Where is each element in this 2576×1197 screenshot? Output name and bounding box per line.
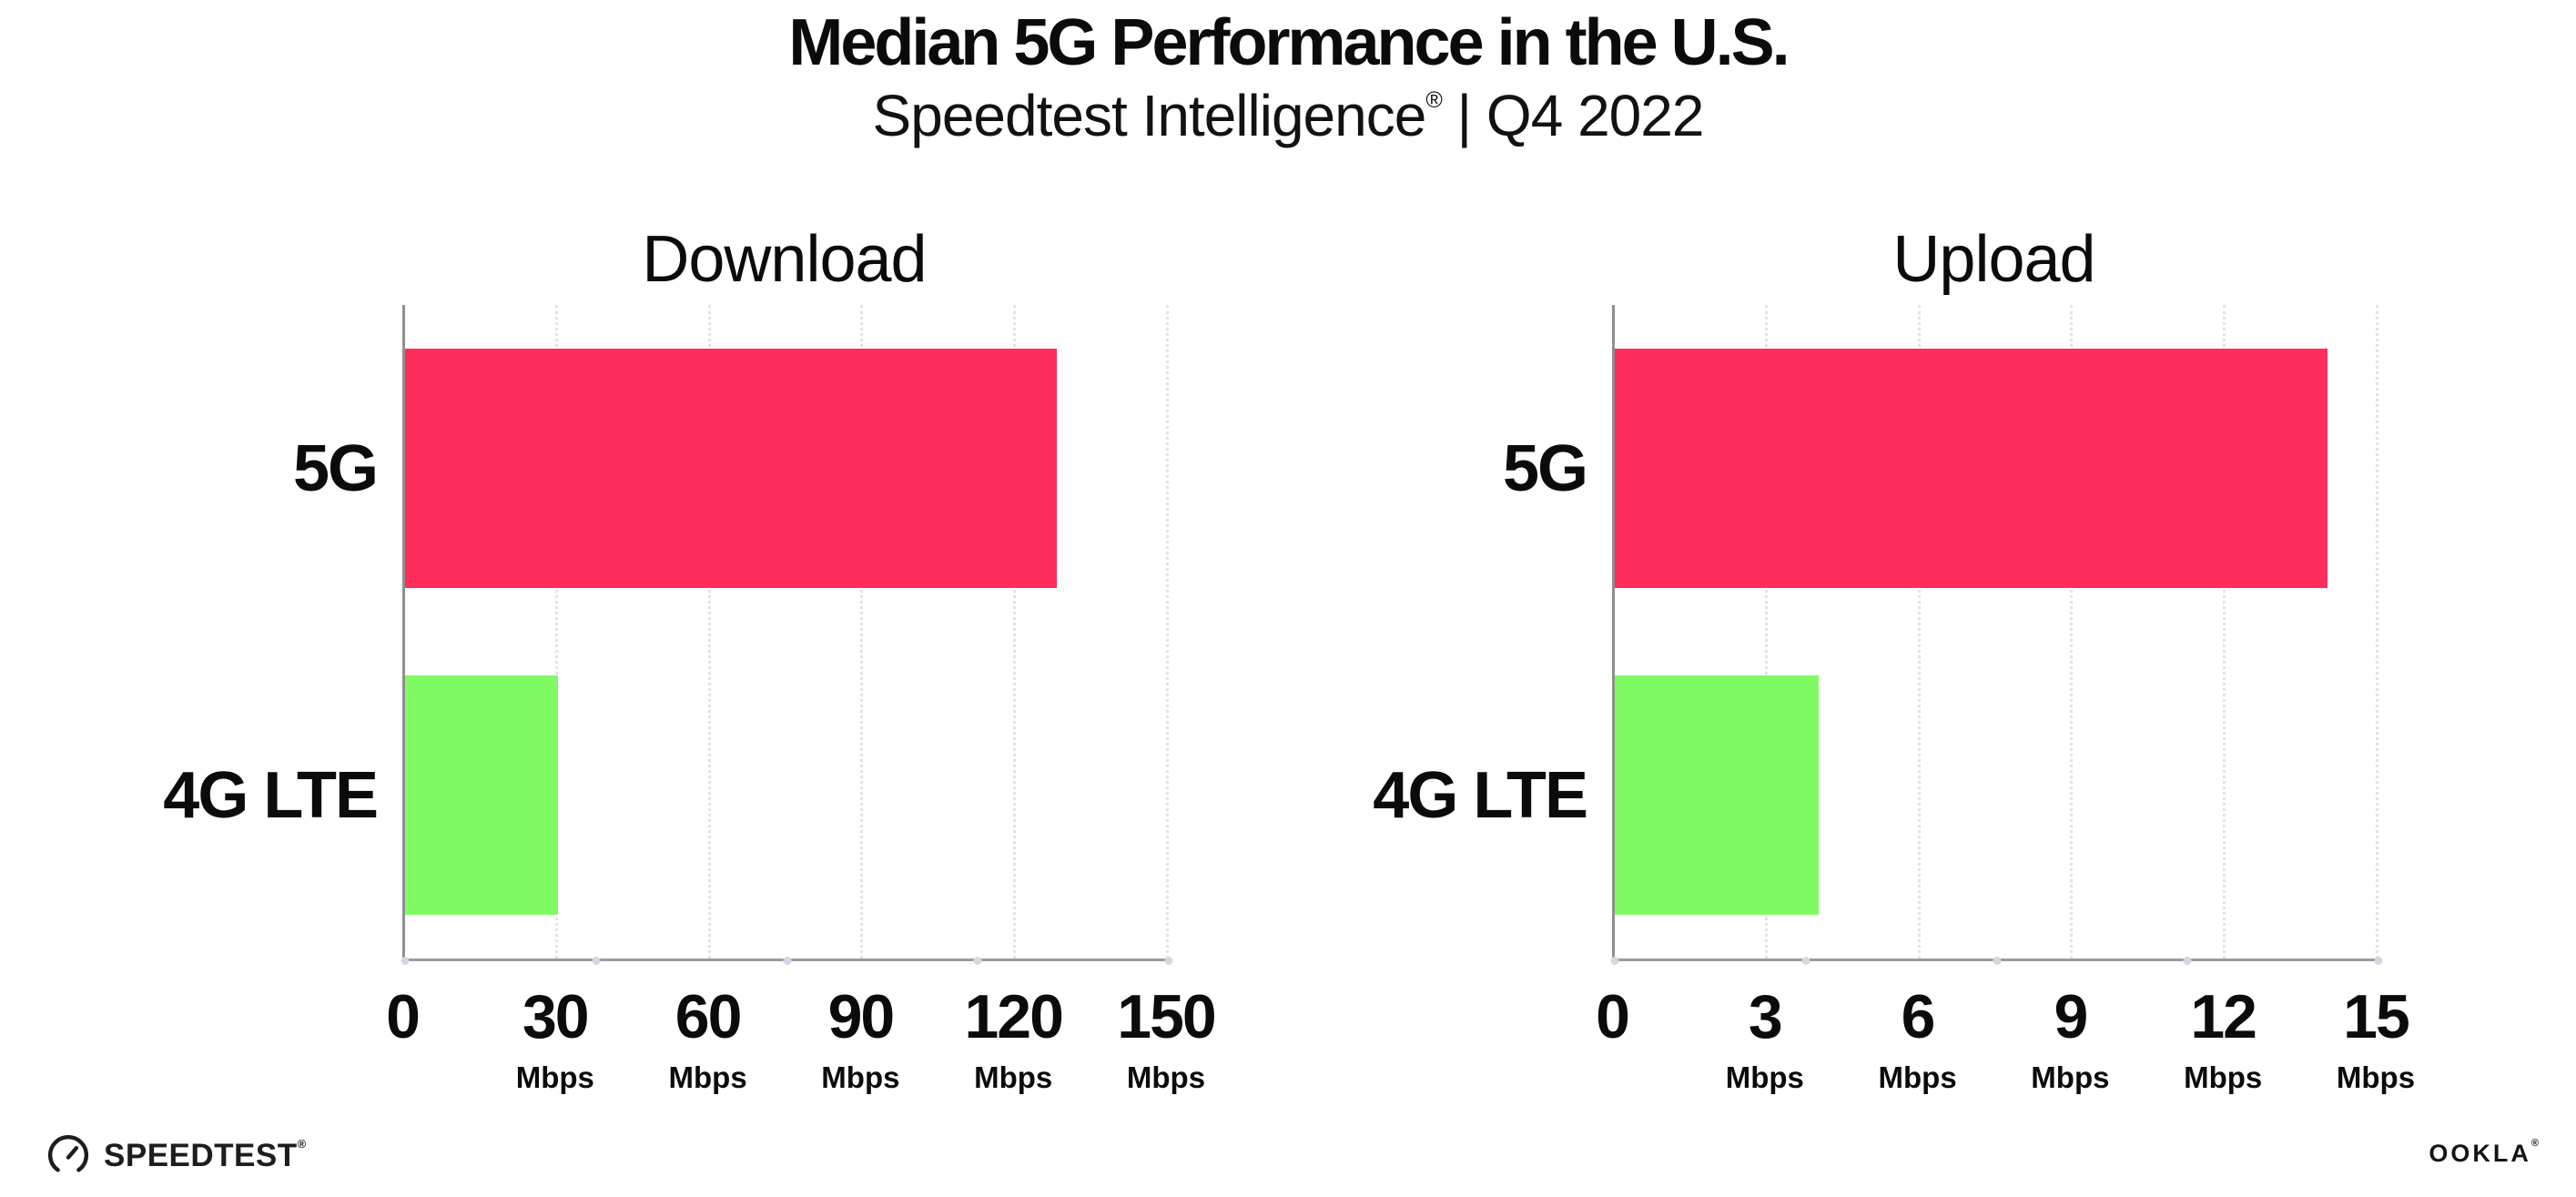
x-tick-value: 12 [2190,982,2257,1051]
x-tick-unit: Mbps [2031,1060,2110,1094]
x-tick-9: 9 Mbps [2031,986,2109,1092]
axis-tick-dot [973,957,982,965]
bar-4g-lte [405,675,558,915]
x-tick-value: 30 [522,982,590,1051]
x-tick-120: 120 Mbps [964,982,1063,1094]
gridline-6-mbps [1917,305,1921,959]
category-label-4g-lte: 4G LTE [1373,758,1588,832]
category-label-5g: 5G [1502,431,1588,505]
x-tick-0: 0 [386,982,421,1051]
subtitle-brand: Speedtest Intelligence [872,82,1427,148]
chart-title-download: Download [642,223,927,296]
page-title: Median 5G Performance in the U.S. [788,6,1790,79]
x-tick-unit: Mbps [1878,1060,1957,1094]
x-tick-unit: Mbps [515,1060,594,1094]
x-tick-value: 150 [1117,982,1216,1051]
x-tick-value: 3 [1748,982,1783,1051]
x-tick-90: 90 Mbps [821,986,899,1092]
axis-tick-dot [401,957,410,965]
gridline-120-mbps [1013,305,1017,959]
subtitle-period: | Q4 2022 [1441,82,1705,148]
speedtest-gauge-icon [47,1134,89,1176]
axis-tick-dot [592,957,601,965]
gridline-30-mbps [554,305,558,959]
x-tick-value: 15 [2343,982,2410,1051]
gridline-15-mbps [2376,305,2378,959]
gridline-150-mbps [1166,305,1169,959]
x-tick-value: 9 [2054,982,2088,1051]
x-tick-30: 30 Mbps [516,986,594,1092]
gridline-12-mbps [2223,305,2226,959]
category-labels-upload: 5G 4G LTE [1319,305,1588,959]
plot-area-download [401,305,1173,965]
ookla-logo: OOKLA® [2429,1138,2541,1167]
x-tick-unit: Mbps [974,1060,1053,1094]
axis-tick-dot [1801,957,1810,965]
x-tick-60: 60 Mbps [669,986,747,1092]
x-tick-15: 15 Mbps [2337,986,2415,1092]
speedtest-logo: SPEEDTEST® [47,1134,307,1176]
registered-mark: ® [1425,86,1442,113]
axis-tick-dot [783,957,791,965]
axis-tick-dot [1164,957,1173,965]
speedtest-registered-mark: ® [297,1136,307,1151]
x-tick-value: 60 [674,982,743,1051]
speedtest-wordmark: SPEEDTEST® [104,1136,307,1173]
axis-tick-dot [2183,957,2192,965]
page-subtitle: Speedtest Intelligence® | Q4 2022 [0,82,2576,148]
ookla-registered-mark: ® [2530,1138,2541,1149]
bar-4g-lte [1615,675,1819,915]
gridline-90-mbps [860,305,864,959]
x-tick-unit: Mbps [1126,1060,1206,1094]
x-tick-unit: Mbps [2184,1060,2263,1094]
bar-5g [405,349,1057,588]
header: Median 5G Performance in the U.S. Speedt… [0,6,2576,148]
category-label-5g: 5G [292,431,379,505]
x-tick-unit: Mbps [668,1060,747,1094]
x-tick-3: 3 Mbps [1726,986,1804,1092]
category-labels-download: 5G 4G LTE [109,305,379,959]
gridline-3-mbps [1764,305,1768,959]
axis-tick-dot [2374,957,2383,965]
gridline-9-mbps [2070,305,2074,959]
x-tick-unit: Mbps [1725,1060,1804,1094]
axis-tick-dot [1993,957,2001,965]
x-tick-unit: Mbps [2336,1060,2416,1094]
axis-tick-dot [1610,957,1619,965]
x-tick-value: 6 [1901,982,1936,1051]
ookla-wordmark-text: OOKLA [2429,1140,2531,1167]
x-tick-0: 0 [1596,982,1630,1051]
category-label-4g-lte: 4G LTE [163,758,379,832]
x-tick-value: 120 [964,982,1063,1051]
x-tick-value: 0 [1596,982,1630,1051]
x-tick-value: 0 [386,982,421,1051]
speedtest-wordmark-text: SPEEDTEST [104,1137,298,1173]
bar-5g [1615,349,2328,588]
x-tick-150: 150 Mbps [1117,982,1216,1094]
x-tick-unit: Mbps [821,1060,900,1094]
chart-title-upload: Upload [1892,223,2095,296]
x-tick-value: 90 [827,982,896,1051]
x-tick-6: 6 Mbps [1879,986,1957,1092]
x-tick-12: 12 Mbps [2184,986,2262,1092]
plot-area-upload [1610,305,2383,965]
gridline-60-mbps [707,305,711,959]
